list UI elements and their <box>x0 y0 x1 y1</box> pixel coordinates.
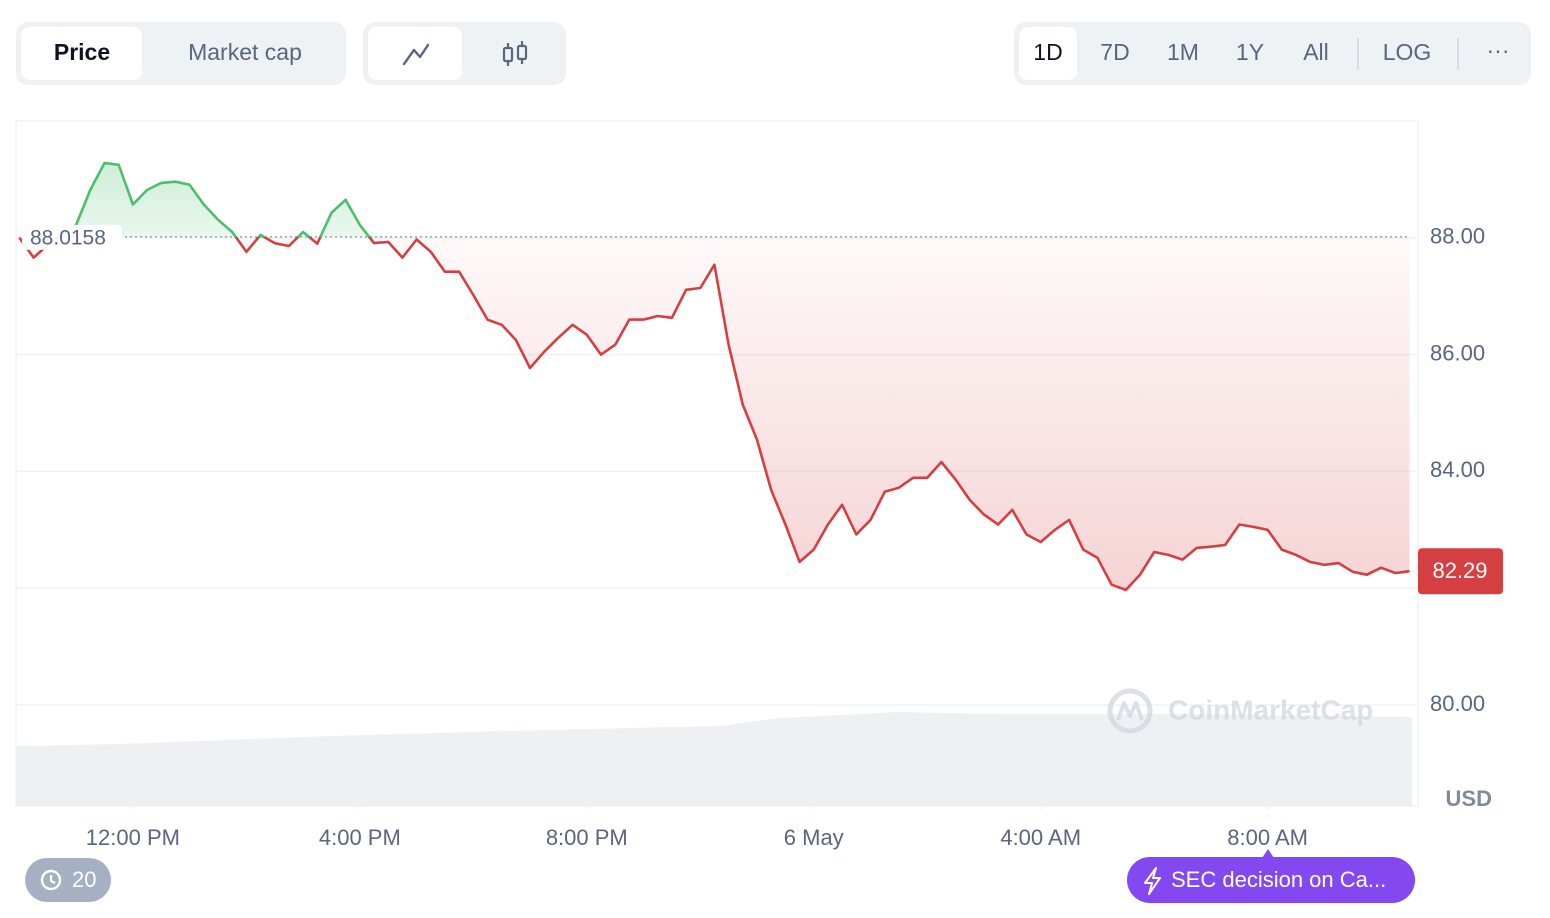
area-fill <box>19 163 1410 590</box>
candle-chart-button[interactable] <box>502 41 528 66</box>
history-badge[interactable]: 20 <box>25 858 111 902</box>
current-price-label: 82.29 <box>1432 558 1487 583</box>
range-1d[interactable]: 1D <box>1033 39 1062 65</box>
range-1y[interactable]: 1Y <box>1236 39 1264 65</box>
current-price-tag <box>1418 548 1503 595</box>
x-tick-label: 12:00 PM <box>86 825 180 850</box>
y-tick-label: 84.00 <box>1430 457 1485 482</box>
volume-background <box>16 712 1412 806</box>
baseline-label-bg <box>22 224 122 250</box>
x-tick-label: 4:00 AM <box>1000 825 1081 850</box>
market-cap-button[interactable]: Market cap <box>188 39 302 65</box>
news-text: SEC decision on Ca... <box>1171 867 1386 892</box>
price-line <box>18 161 1410 592</box>
history-count: 20 <box>72 867 96 892</box>
series <box>18 161 1410 592</box>
x-tick-label: 8:00 PM <box>546 825 628 850</box>
range-7d[interactable]: 7D <box>1100 39 1129 65</box>
y-tick-label: 86.00 <box>1430 340 1485 365</box>
range-all[interactable]: All <box>1303 39 1329 65</box>
log-button[interactable]: LOG <box>1383 39 1432 65</box>
chart-type-toggle <box>363 22 566 85</box>
selected-bg <box>1019 27 1077 80</box>
baseline-label: 88.0158 <box>30 226 106 249</box>
toggle-bg <box>1014 22 1531 85</box>
watermark: CoinMarketCap <box>1107 688 1373 734</box>
x-tick-label: 6 May <box>784 825 844 850</box>
news-badge[interactable]: SEC decision on Ca... <box>1127 849 1415 903</box>
watermark-text: CoinMarketCap <box>1168 694 1373 725</box>
more-button[interactable]: ··· <box>1487 37 1510 63</box>
x-tick-label: 8:00 AM <box>1227 825 1308 850</box>
currency-label: USD <box>1446 786 1492 811</box>
range-1m[interactable]: 1M <box>1167 39 1199 65</box>
view-toggle: Price Market cap <box>16 22 346 85</box>
selected-bg <box>21 27 142 80</box>
range-toggle: 1D 7D 1M 1Y All LOG ··· <box>1014 22 1531 85</box>
selected-bg <box>368 27 462 80</box>
y-tick-label: 88.00 <box>1430 224 1485 249</box>
x-tick-label: 4:00 PM <box>319 825 401 850</box>
price-button[interactable]: Price <box>54 39 110 65</box>
y-tick-label: 80.00 <box>1430 691 1485 716</box>
line-chart-button[interactable] <box>402 43 430 66</box>
